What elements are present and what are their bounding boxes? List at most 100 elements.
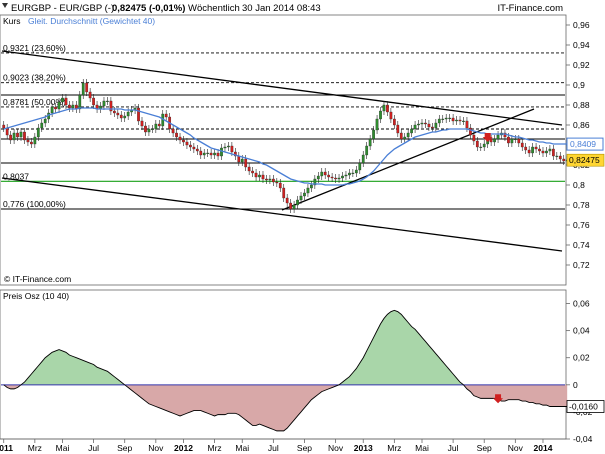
header-symbol: EURGBP - EUR/GBP (-) (11, 3, 114, 14)
candle-body (292, 204, 296, 210)
x-tick-label: Mai (56, 443, 70, 453)
red-down-arrow-icon (493, 394, 504, 404)
arrow-shape (493, 394, 504, 404)
header-chevron-icon[interactable] (2, 3, 8, 8)
osc-tick-label: 0,02 (573, 353, 590, 363)
price-tick-label: 0,92 (573, 60, 590, 70)
candle-body (57, 101, 61, 110)
candle-body (202, 152, 206, 156)
x-tick-label: Jul (268, 443, 279, 453)
candle-body (85, 82, 89, 93)
candle-body (112, 110, 116, 114)
candle-body (151, 128, 154, 130)
candle-body (372, 129, 375, 140)
candle-body (399, 132, 403, 140)
x-tick-label: Nov (148, 443, 164, 453)
candle-body (555, 155, 559, 157)
osc-tick-label: 0 (573, 380, 578, 390)
candle-body (545, 150, 548, 154)
candle-body (424, 122, 427, 125)
price-tick-label: 0,8 (573, 180, 585, 190)
candle-body (261, 174, 265, 180)
candle-body (144, 125, 147, 133)
candle-body (16, 132, 19, 138)
candle-body (54, 106, 57, 110)
candle-body (479, 146, 483, 148)
red-down-arrow-icon (482, 133, 493, 142)
candle-body (36, 127, 40, 138)
ma-badge (566, 137, 604, 151)
osc-tick-label: 0,06 (573, 299, 590, 309)
candle-body (223, 146, 227, 149)
x-tick-label: Nov (328, 443, 344, 453)
candle-body (178, 136, 182, 141)
candle-body (303, 192, 306, 197)
candle-body (33, 136, 37, 145)
time-x-axis: 2011 Mrz Mai Jul Sep Nov 2012 Mrz Mai Jul Sep Nov 20… (0, 438, 566, 453)
x-tick-label: Jul (88, 443, 99, 453)
candle-body (531, 146, 534, 154)
candle-body (507, 136, 510, 144)
candle-body (513, 138, 517, 140)
candle-body (247, 166, 251, 172)
candle-body (26, 139, 30, 143)
candle-body (527, 149, 531, 154)
candle-body (265, 178, 268, 181)
candle-body (558, 155, 562, 160)
candle-body (475, 140, 479, 148)
candle-body (451, 117, 455, 122)
candle-body (61, 97, 64, 103)
price-tick-label: 0,88 (573, 100, 590, 110)
candle-body (431, 126, 434, 129)
x-tick-label: 2014 (534, 443, 553, 453)
candle-body (182, 139, 185, 143)
candle-body (23, 131, 26, 141)
candle-body (192, 146, 196, 150)
candle-body (358, 162, 362, 171)
candle-body (517, 138, 521, 144)
x-tick-label: 2012 (174, 443, 193, 453)
trend-line (1, 50, 563, 126)
x-tick-label: 2011 (0, 443, 13, 453)
candle-body (220, 147, 223, 157)
candle-body (175, 132, 178, 138)
x-tick-label: Mrz (208, 443, 222, 453)
candle-body (137, 107, 140, 122)
candle-body (368, 138, 372, 147)
candle-body (327, 174, 331, 178)
candle-body (489, 138, 493, 143)
candle-body (230, 145, 234, 153)
price-tick-label: 0,78 (573, 200, 590, 210)
header-period: Wöchentlich (188, 3, 240, 14)
candle-body (299, 195, 303, 201)
candle-body (216, 152, 220, 157)
candle-body (268, 178, 272, 181)
moving-average (3, 107, 568, 186)
osc-positive-fill (3, 310, 568, 385)
candle-body (157, 123, 161, 127)
candle-body (285, 197, 289, 204)
candle-body (282, 187, 286, 199)
trend-line (281, 108, 535, 211)
candle-body (206, 152, 210, 154)
x-tick-label: Mai (415, 443, 429, 453)
price-panel: 0,9321 (23,60%) 0,9023 (38,20%) 0,8781 (50… (0, 14, 605, 286)
candle-body (195, 148, 199, 152)
candle-body (465, 120, 469, 129)
candle-body (81, 82, 85, 96)
price-tick-label: 0,94 (573, 40, 590, 50)
ma-badge-label: 0,8409 (570, 139, 596, 149)
candle-body (330, 176, 334, 179)
candle-body (68, 104, 71, 109)
candle-body (396, 124, 400, 134)
candle-body (493, 138, 496, 143)
candle-body (413, 124, 417, 130)
price-badges: 0,8409 0,82475 (566, 137, 605, 167)
price-tick-label: 0,9 (573, 80, 585, 90)
price-panel-frame (0, 14, 567, 286)
candle-body (126, 111, 130, 117)
x-tick-label: Mai (235, 443, 249, 453)
candle-body (19, 131, 23, 138)
candle-body (116, 112, 120, 116)
